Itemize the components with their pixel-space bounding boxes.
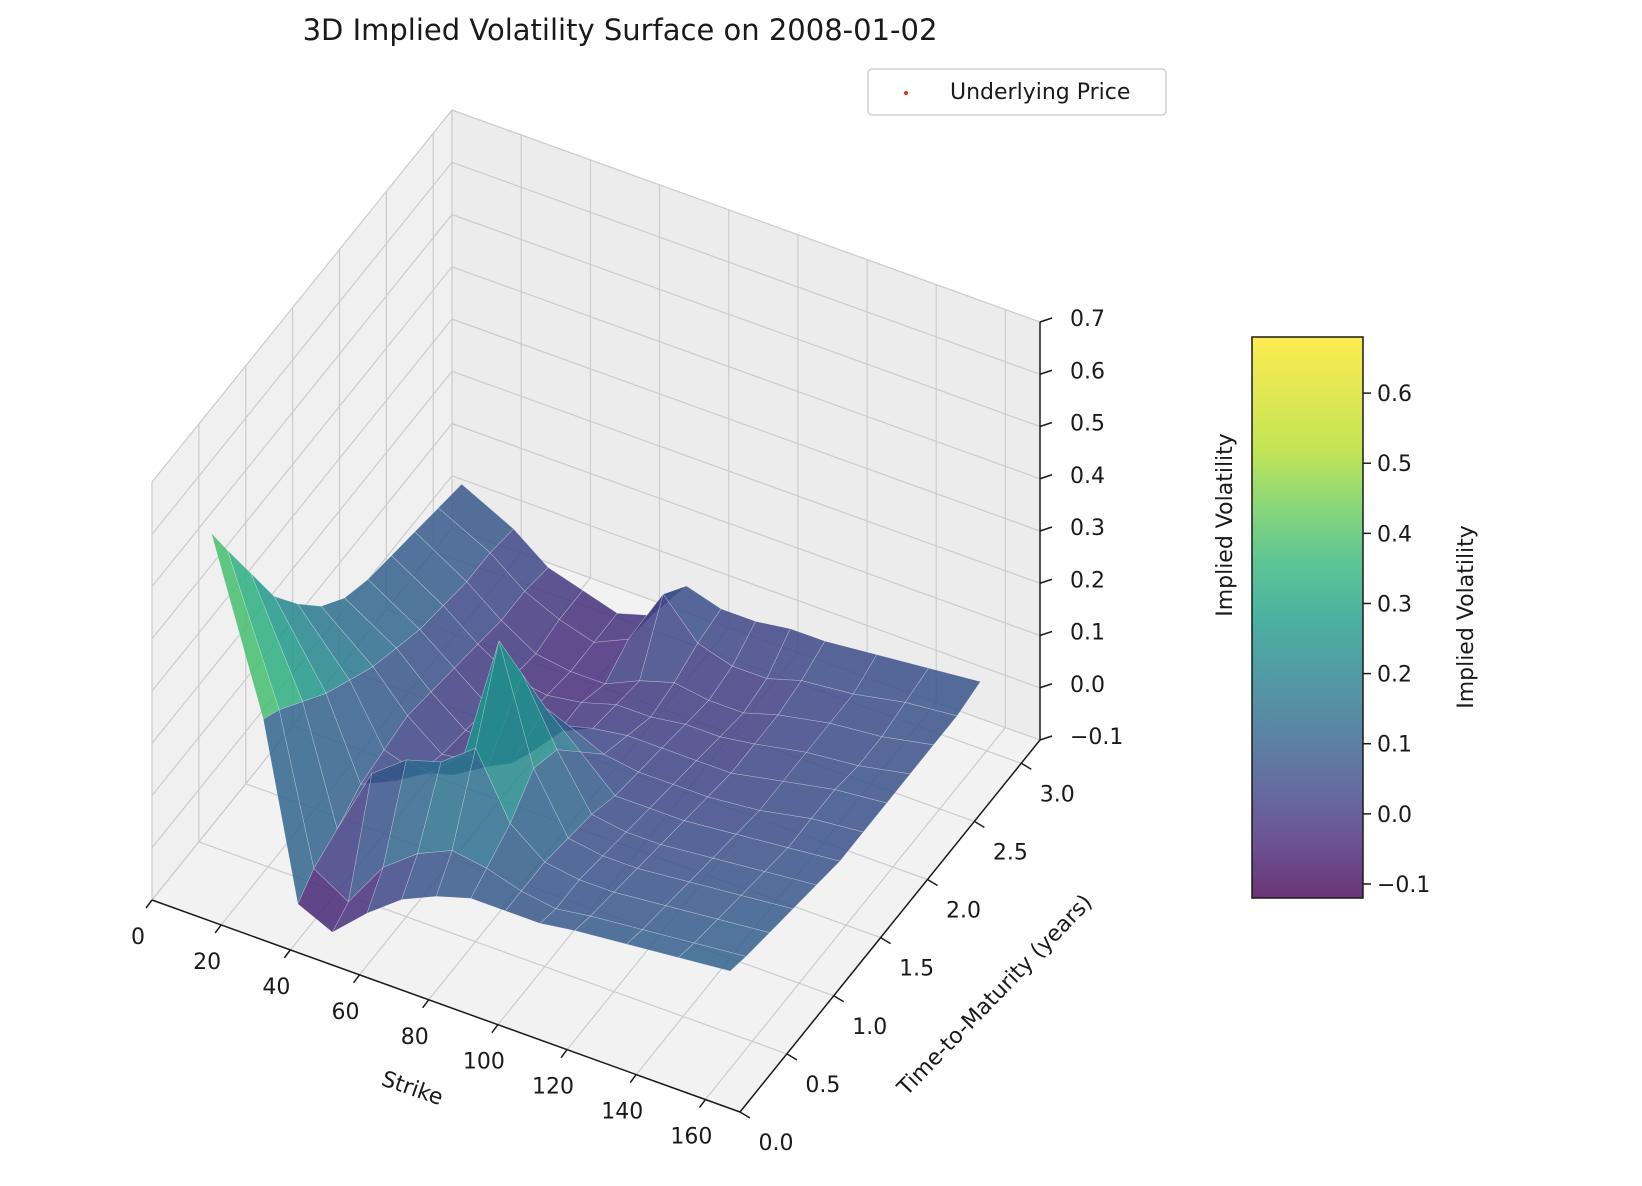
tick-labels: 0 20 40 60 80 100 120 140 160 0.0 0.5 1.0 1.5 2.0 2.5 3… [131,307,1123,1156]
x-tick-mark [698,1099,707,1108]
y-tick-label: 3.0 [1040,782,1075,807]
legend: Underlying Price [867,68,1167,116]
gridline-z [151,318,1041,692]
z-tick-mark [1039,369,1053,375]
colorbar-tick-label: −0.1 [1377,873,1430,898]
x-tick-mark [145,899,153,909]
surface-patch [740,871,818,910]
colorbar-tick-label: 0.4 [1377,522,1412,547]
y-tick-mark [927,878,938,887]
z-tick-label: 0.2 [1070,568,1105,593]
z-tick-mark [1039,317,1053,323]
colorbar-tick-label: 0.0 [1377,803,1412,828]
x-tick-label: 80 [401,1025,429,1050]
y-tick-label: 2.0 [946,899,981,924]
y-tick-mark [739,1111,751,1119]
legend-label-underlying-price: Underlying Price [950,80,1130,105]
y-tick-label: 2.5 [993,840,1028,865]
y-tick-label: 0.5 [805,1073,840,1098]
x-tick-label: 20 [193,950,221,975]
y-tick-mark [1020,762,1032,770]
y-tick-label: 0.0 [759,1131,794,1156]
x-tick-label: 160 [670,1125,712,1150]
gridline-z [151,475,1041,849]
z-tick-label: 0.6 [1070,359,1105,384]
y-tick-mark [833,995,845,1003]
surface-patch [787,818,864,862]
y-tick-label: 1.0 [852,1015,887,1040]
x-tick-label: 0 [131,925,145,950]
colorbar-tick-label: 0.5 [1377,452,1412,477]
z-tick-mark [1039,683,1053,689]
z-tick-mark [1039,735,1053,741]
x-tick-label: 40 [262,975,290,1000]
z-tick-mark [1039,474,1053,480]
colorbar-gradient [1251,336,1364,899]
z-tick-mark [1039,421,1053,428]
z-tick-label: 0.5 [1070,412,1105,437]
z-tick-label: −0.1 [1070,725,1123,750]
y-tick-mark [786,1053,798,1061]
z-tick-label: 0.0 [1070,673,1105,698]
y-axis-label: Time-to-Maturity (years) [892,890,1097,1101]
surface [211,483,981,972]
z-tick-label: 0.7 [1070,307,1105,332]
y-tick-label: 1.5 [899,957,934,982]
x-tick-mark [560,1049,568,1059]
y-tick-mark [973,820,985,829]
x-tick-mark [283,949,291,959]
surface-patch [764,847,841,886]
y-tick-mark [880,936,892,945]
z-tick-label: 0.3 [1070,516,1105,541]
y-axis-line [739,739,1041,1113]
x-axis-line [151,899,741,1113]
chart-title: 3D Implied Volatility Surface on 2008-01… [303,13,938,47]
x-tick-label: 100 [463,1050,505,1075]
gridline-z [151,109,1041,483]
colorbar-tick-label: 0.6 [1377,382,1412,407]
x-tick-mark [491,1024,499,1034]
colorbar-tick-label: 0.1 [1377,733,1412,758]
surface-patch [857,736,935,775]
legend-marker-underlying-price [904,91,908,95]
colorbar: −0.1 0.0 0.1 0.2 0.3 0.4 0.5 0.6 Implied Volati… [1251,336,1479,899]
colorbar-ticks: −0.1 0.0 0.1 0.2 0.3 0.4 0.5 0.6 [1363,382,1430,898]
z-axis-label: Implied Volatility [1213,433,1238,617]
gridline-z [151,213,1041,587]
x-axis-label: Strike [378,1067,446,1111]
legend-box [867,68,1167,116]
z-tick-label: 0.1 [1070,621,1105,646]
surface-patch [677,942,747,972]
z-tick-mark [1039,526,1053,532]
colorbar-tick-label: 0.2 [1377,663,1412,688]
z-tick-mark [1039,630,1053,637]
gridline-z [151,266,1041,640]
x-tick-mark [352,974,361,984]
x-tick-label: 60 [332,1000,360,1025]
x-tick-label: 120 [532,1075,574,1100]
x-tick-label: 140 [601,1100,643,1125]
z-tick-label: 0.4 [1070,464,1105,489]
z-tick-mark [1039,578,1053,584]
x-tick-mark [422,999,430,1009]
colorbar-label: Implied Volatility [1454,525,1479,709]
x-tick-mark [214,924,222,934]
x-tick-mark [629,1074,637,1084]
gridline-z [151,161,1041,535]
colorbar-tick-label: 0.3 [1377,592,1412,617]
